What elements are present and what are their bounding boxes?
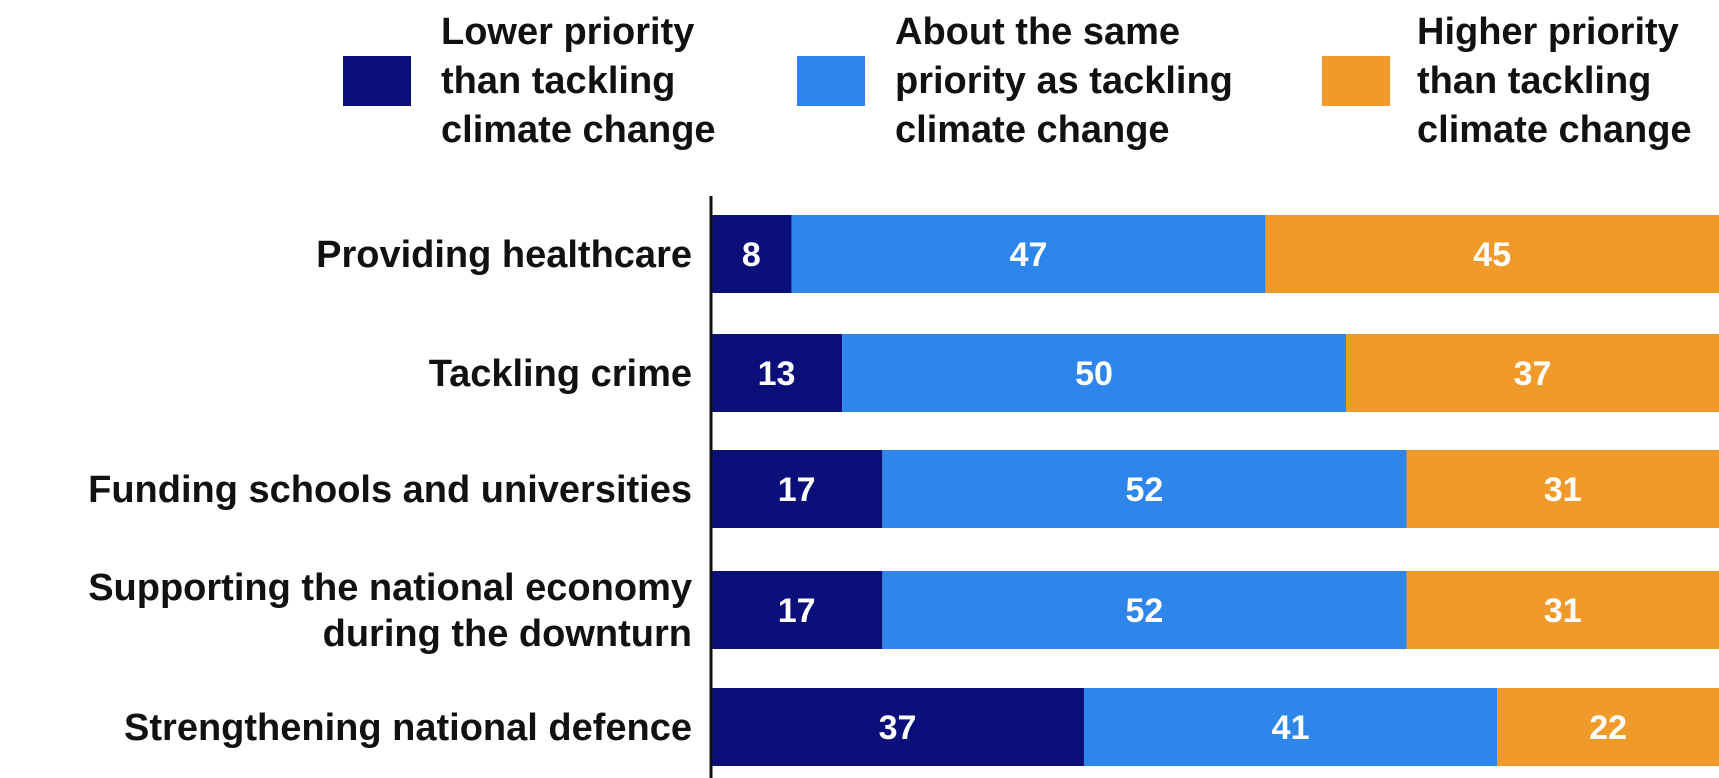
data-label-1-0: 13 — [758, 355, 796, 393]
data-label-4-2: 22 — [1589, 709, 1627, 747]
data-label-3-0: 17 — [778, 592, 816, 630]
category-label-0: Providing healthcare — [316, 234, 692, 276]
bar-segment-3-2 — [1406, 571, 1719, 649]
data-label-1-1: 50 — [1075, 355, 1113, 393]
data-label-0-2: 45 — [1473, 236, 1511, 274]
bar-segment-4-0 — [711, 688, 1084, 766]
data-label-0-0: 8 — [742, 236, 761, 274]
bar-segment-1-0 — [711, 334, 843, 412]
data-label-4-1: 41 — [1272, 709, 1310, 747]
legend-label-1-line-2: climate change — [895, 109, 1170, 151]
legend-label-1-line-1: priority as tackling — [895, 60, 1233, 102]
category-labels: Providing healthcare Tackling crime Fundin… — [88, 234, 692, 749]
bar-segment-2-1 — [882, 450, 1407, 528]
category-label-3-line-0: Supporting the national economy — [88, 567, 692, 609]
bar-segment-0-1 — [791, 215, 1266, 293]
data-label-0-1: 47 — [1010, 236, 1048, 274]
bar-segment-1-2 — [1346, 334, 1719, 412]
category-label-2: Funding schools and universities — [88, 469, 692, 511]
bars: 8 47 45 13 50 37 17 52 31 17 52 31 37 41 22 — [711, 215, 1719, 766]
category-label-3-line-1: during the downturn — [323, 613, 692, 655]
bar-segment-0-2 — [1265, 215, 1719, 293]
legend-label-0-line-1: than tackling — [441, 60, 675, 102]
category-label-4: Strengthening national defence — [124, 707, 692, 749]
bar-segment-3-0 — [711, 571, 883, 649]
bar-segment-3-1 — [882, 571, 1407, 649]
legend-label-0-line-2: climate change — [441, 109, 716, 151]
data-label-3-1: 52 — [1126, 592, 1164, 630]
data-label-2-2: 31 — [1544, 471, 1582, 509]
legend-label-2-line-2: climate change — [1417, 109, 1692, 151]
bar-segment-4-2 — [1497, 688, 1719, 766]
legend-label-2-line-1: than tackling — [1417, 60, 1651, 102]
legend-label-2-line-0: Higher priority — [1417, 11, 1679, 53]
data-label-1-2: 37 — [1514, 355, 1552, 393]
data-label-3-2: 31 — [1544, 592, 1582, 630]
data-label-4-0: 37 — [879, 709, 917, 747]
data-label-2-0: 17 — [778, 471, 816, 509]
bar-segment-2-2 — [1406, 450, 1719, 528]
bar-segment-0-0 — [711, 215, 792, 293]
data-label-2-1: 52 — [1126, 471, 1164, 509]
legend: Lower priority than tackling climate chang… — [343, 11, 1692, 151]
legend-label-1-line-0: About the same — [895, 11, 1180, 53]
bar-segment-1-1 — [842, 334, 1347, 412]
bar-segment-2-0 — [711, 450, 883, 528]
legend-label-0-line-0: Lower priority — [441, 11, 694, 53]
legend-swatch-0 — [343, 56, 411, 106]
legend-swatch-1 — [797, 56, 865, 106]
legend-swatch-2 — [1322, 56, 1390, 106]
bar-segment-4-1 — [1083, 688, 1498, 766]
category-label-1: Tackling crime — [429, 353, 692, 395]
